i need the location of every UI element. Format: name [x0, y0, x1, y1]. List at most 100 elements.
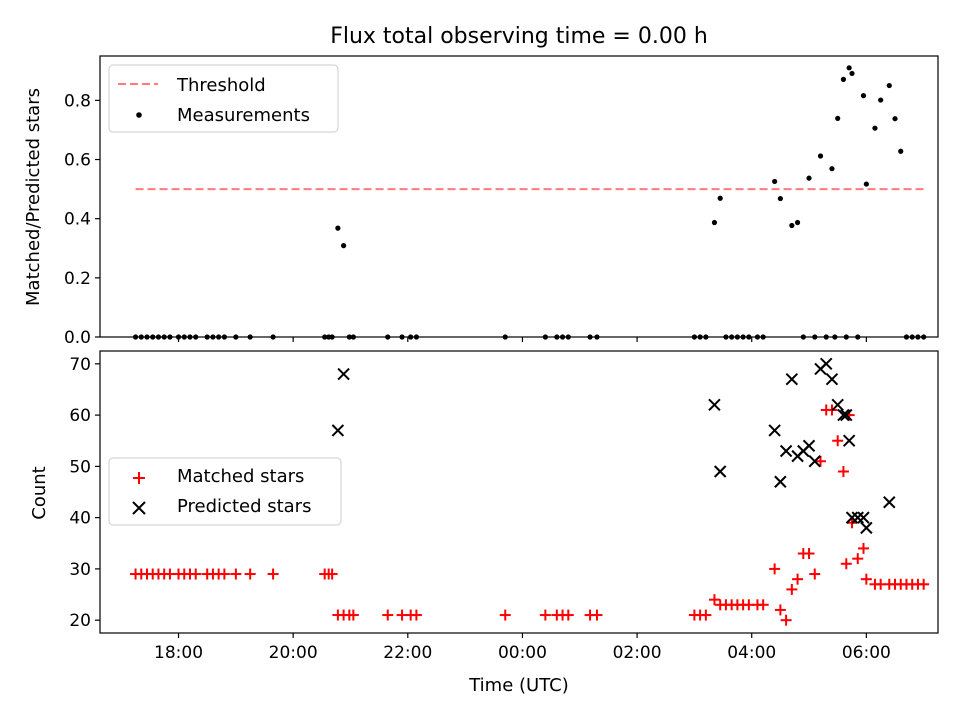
matched-star-point [757, 599, 769, 611]
bottom-y-tick-label: 30 [69, 560, 91, 580]
matched-star-point [591, 609, 603, 621]
predicted-star-point [808, 455, 821, 468]
chart-title: Flux total observing time = 0.00 h [330, 24, 708, 49]
matched-star-point [218, 568, 230, 580]
measurement-point [840, 76, 847, 82]
measurement-point [872, 125, 878, 131]
legend-matched-label: Matched stars [177, 466, 304, 487]
matched-star-point [499, 609, 511, 621]
top-axes-frame [99, 55, 939, 338]
legend-predicted-label: Predicted stars [177, 496, 311, 517]
top-x-ticks [177, 337, 867, 342]
matched-star-point [860, 573, 872, 585]
x-tick-label: 18:00 [154, 643, 203, 663]
predicted-star-point [785, 372, 799, 386]
measurement-point [892, 116, 898, 122]
measurement-point [789, 222, 795, 229]
predicted-star-point [825, 372, 839, 386]
measurement-point [860, 93, 867, 99]
matched-star-point [814, 455, 826, 467]
predicted-star-point [708, 398, 721, 412]
predicted-star-point [851, 511, 864, 524]
top-y-ticks: 0.0 0.2 0.4 0.6 0.8 [64, 91, 100, 348]
matched-star-point [837, 465, 849, 477]
matched-star-point [562, 609, 574, 621]
predicted-star-point [802, 439, 816, 453]
predicted-star-point [774, 475, 787, 488]
matched-star-point [190, 568, 202, 580]
legend-measurements-swatch [136, 112, 142, 118]
bottom-y-tick-label: 60 [69, 406, 91, 426]
legend-predicted-swatch [132, 501, 146, 515]
measurement-point [711, 219, 718, 226]
x-tick-label: 02:00 [613, 643, 662, 663]
bottom-y-tick-label: 40 [69, 509, 91, 529]
matched-star-point [244, 568, 256, 580]
matched-star-point [918, 578, 930, 590]
matched-star-point [700, 609, 712, 621]
matched-star-point [792, 573, 804, 585]
predicted-star-point [842, 434, 856, 447]
bottom-y-tick-label: 50 [69, 457, 91, 477]
bottom-x-ticks: 18:00 20:00 22:00 00:00 02:00 04:00 06:00 [154, 633, 891, 663]
predicted-star-point [840, 408, 853, 422]
matched-star-point [852, 553, 864, 565]
measurement-point [806, 175, 812, 181]
measurement-point [817, 153, 824, 159]
matched-star-point [803, 548, 815, 560]
measurement-point [886, 82, 892, 89]
top-panel: 0.00.20.40.60.8 Matched/Predicted stars … [23, 55, 939, 348]
bottom-y-tick-label: 20 [69, 611, 91, 631]
legend-matched-swatch [133, 472, 145, 484]
matched-star-point [326, 568, 338, 580]
x-tick-label: 04:00 [727, 643, 776, 663]
bottom-legend-box [108, 457, 342, 526]
x-tick-label: 00:00 [498, 643, 547, 663]
top-y-tick-label: 0.6 [64, 151, 91, 171]
measurement-point [829, 166, 835, 172]
top-y-tick-label: 0.2 [64, 269, 91, 289]
predicted-star-point [713, 465, 727, 478]
x-axis-label: Time (UTC) [468, 675, 569, 696]
measurement-point [849, 70, 855, 77]
measurement-point [878, 97, 884, 103]
legend-measurements-label: Measurements [177, 105, 310, 126]
predicted-star-point [337, 367, 350, 381]
matched-star-point [769, 563, 781, 575]
bottom-y-ticks: 20 30 40 50 60 70 [69, 355, 100, 631]
matched-star-point [857, 542, 869, 554]
legend-threshold-label: Threshold [176, 75, 266, 96]
measurement-point [863, 181, 869, 187]
measurement-point [794, 219, 801, 226]
predicted-star-point [779, 444, 793, 458]
matched-star-point [774, 604, 786, 616]
measurement-point [335, 225, 341, 231]
matched-star-point [347, 609, 359, 621]
matched-star-point [267, 568, 279, 580]
matched-star-point [539, 609, 551, 621]
measurement-point [341, 243, 347, 249]
measurement-point [898, 148, 904, 154]
predicted-star-point [837, 408, 850, 422]
predicted-star-point [820, 357, 833, 371]
measurement-point [717, 195, 723, 201]
predicted-star-point [768, 424, 781, 437]
bottom-y-tick-label: 70 [69, 355, 91, 375]
predicted-star-point [831, 398, 844, 412]
measurement-point [835, 115, 841, 122]
x-tick-label: 22:00 [383, 643, 432, 663]
matched-star-point [382, 609, 394, 621]
predicted-star-point [845, 511, 859, 524]
bottom-y-axis-label: Count [29, 466, 50, 519]
top-y-tick-label: 0.8 [64, 91, 91, 111]
measurement-point [777, 195, 783, 202]
x-tick-label: 20:00 [269, 643, 318, 663]
predicted-star-point [883, 496, 896, 509]
matched-star-point [840, 558, 852, 570]
predicted-star-point [860, 521, 873, 535]
bottom-panel: 20 30 40 50 60 70 18:00 20:00 22:00 00:00 02:00 04… [29, 350, 939, 696]
matched-star-point [809, 568, 821, 580]
bottom-marks [130, 357, 930, 626]
matched-star-point [410, 609, 422, 621]
